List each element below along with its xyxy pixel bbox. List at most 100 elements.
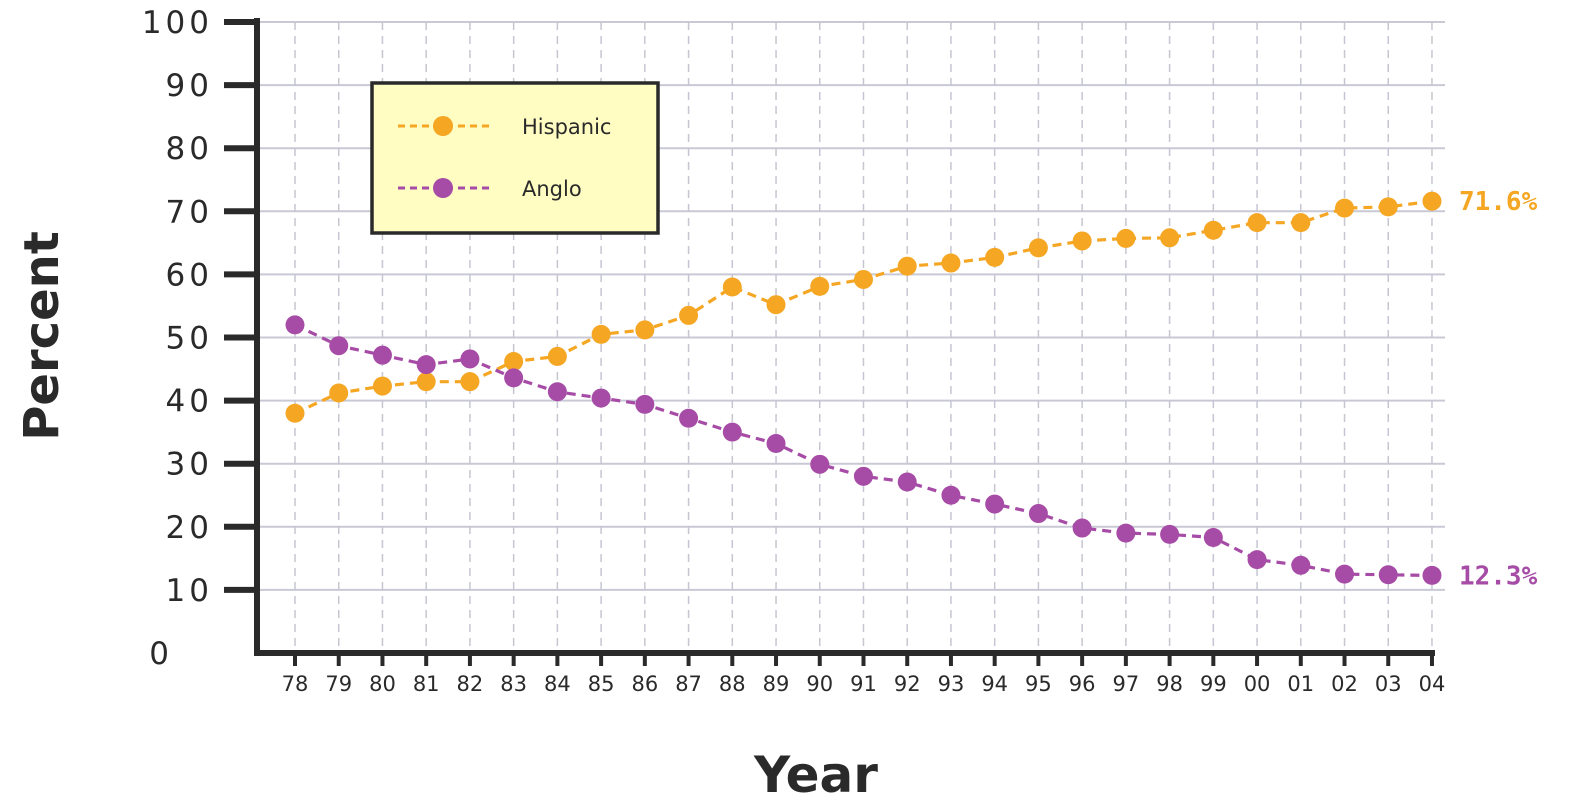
x-tick-label: 03 (1375, 672, 1402, 696)
x-tick-label: 95 (1025, 672, 1052, 696)
x-tick-label: 91 (850, 672, 877, 696)
data-point-hispanic (591, 324, 611, 344)
data-point-anglo (1335, 564, 1355, 584)
legend: Hispanic Anglo (370, 81, 660, 235)
y-tick-label: 10 (166, 573, 213, 609)
data-point-anglo (329, 336, 349, 356)
data-point-hispanic (416, 372, 436, 392)
data-point-anglo (547, 382, 567, 402)
x-tick-label: 93 (938, 672, 965, 696)
x-tick-label: 98 (1156, 672, 1183, 696)
data-point-anglo (810, 454, 830, 474)
x-axis-title: Year (753, 746, 878, 802)
data-point-anglo (416, 355, 436, 375)
data-point-anglo (679, 408, 699, 428)
data-point-hispanic (329, 383, 349, 403)
data-point-anglo (1160, 524, 1180, 544)
data-point-anglo (591, 388, 611, 408)
data-point-anglo (1028, 504, 1048, 524)
x-tick-label: 88 (719, 672, 746, 696)
data-point-hispanic (810, 276, 830, 296)
data-point-hispanic (1335, 198, 1355, 218)
data-point-anglo (1072, 518, 1092, 538)
data-point-anglo (722, 422, 742, 442)
data-point-hispanic (1422, 191, 1442, 211)
data-point-anglo (897, 472, 917, 492)
data-point-anglo (1116, 523, 1136, 543)
data-point-anglo (504, 368, 524, 388)
data-point-anglo (285, 315, 305, 335)
x-tick-label: 85 (588, 672, 615, 696)
data-point-anglo (372, 345, 392, 365)
data-point-anglo (1422, 565, 1442, 585)
y-tick-label: 100 (142, 5, 213, 41)
data-point-hispanic (460, 372, 480, 392)
legend-anglo-marker (433, 178, 453, 198)
x-tick-label: 83 (500, 672, 527, 696)
x-tick-label: 81 (413, 672, 440, 696)
y-tick-label: 30 (166, 447, 213, 483)
data-point-hispanic (504, 351, 524, 371)
data-point-anglo (635, 394, 655, 414)
data-point-hispanic (1160, 228, 1180, 248)
y-tick-label: 70 (166, 194, 213, 230)
data-point-hispanic (285, 403, 305, 423)
data-point-hispanic (722, 277, 742, 297)
data-point-anglo (460, 349, 480, 369)
x-tick-label: 80 (369, 672, 396, 696)
data-point-hispanic (679, 305, 699, 325)
x-tick-label: 94 (981, 672, 1008, 696)
y-tick-label: 80 (166, 131, 213, 167)
y-tick-label: 60 (166, 257, 213, 293)
data-point-hispanic (372, 376, 392, 396)
data-point-anglo (985, 494, 1005, 514)
data-point-hispanic (1028, 238, 1048, 258)
data-point-hispanic (635, 320, 655, 340)
data-point-hispanic (1116, 228, 1136, 248)
data-point-hispanic (1291, 213, 1311, 233)
legend-hispanic-label: Hispanic (522, 115, 611, 139)
x-tick-label: 92 (894, 672, 921, 696)
data-point-anglo (1203, 528, 1223, 548)
data-point-hispanic (941, 253, 961, 273)
legend-hispanic-marker (433, 116, 453, 136)
x-tick-label: 02 (1331, 672, 1358, 696)
x-tick-label: 86 (631, 672, 658, 696)
data-point-anglo (766, 434, 786, 454)
legend-box (370, 81, 660, 235)
data-point-hispanic (1378, 197, 1398, 217)
x-tick-label: 96 (1069, 672, 1096, 696)
x-tick-label: 89 (763, 672, 790, 696)
y-tick-label: 0 (149, 636, 173, 672)
series-line-anglo (294, 323, 1433, 577)
data-point-hispanic (766, 295, 786, 315)
x-tick-label: 90 (806, 672, 833, 696)
x-tick-label: 87 (675, 672, 702, 696)
end-label-hispanic: 71.6% (1459, 187, 1538, 217)
y-tick-label: 90 (166, 68, 213, 104)
y-tick-label: 50 (166, 321, 213, 357)
data-point-hispanic (1203, 220, 1223, 240)
data-point-hispanic (1247, 213, 1267, 233)
x-tick-label: 97 (1113, 672, 1140, 696)
data-point-anglo (1378, 565, 1398, 585)
x-tick-label: 99 (1200, 672, 1227, 696)
x-tick-label: 82 (457, 672, 484, 696)
data-point-anglo (853, 466, 873, 486)
x-tick-label: 01 (1287, 672, 1314, 696)
series-layer: 71.6% 12.3% (285, 187, 1538, 591)
x-tick-label: 79 (325, 672, 352, 696)
x-tick-label: 00 (1244, 672, 1271, 696)
x-tick-label: 78 (282, 672, 309, 696)
y-tick-label: 40 (166, 384, 213, 420)
data-point-anglo (941, 485, 961, 505)
x-tick-label: 04 (1419, 672, 1446, 696)
legend-anglo-label: Anglo (522, 177, 582, 201)
y-axis-title: Percent (14, 231, 70, 441)
y-tick-label: 20 (166, 510, 213, 546)
data-point-hispanic (897, 256, 917, 276)
end-label-anglo: 12.3% (1459, 561, 1538, 591)
